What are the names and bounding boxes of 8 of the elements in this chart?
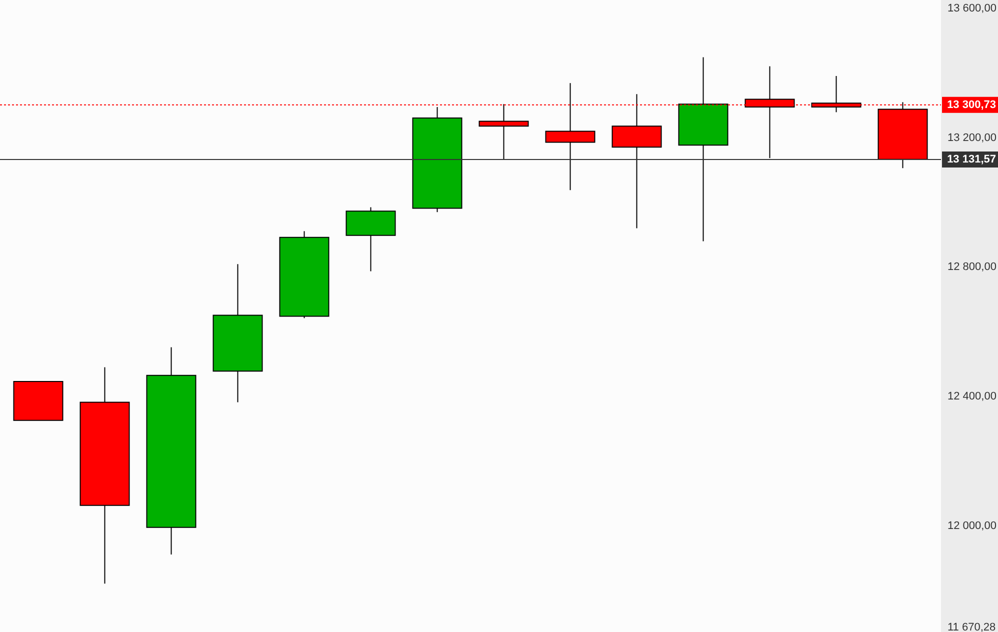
y-tick-label: 13 200,00	[948, 132, 996, 144]
y-tick-label: 11 670,28	[948, 622, 996, 632]
y-tick-label: 13 600,00	[948, 2, 996, 15]
y-tick-label: 12 800,00	[948, 261, 996, 274]
y-tick-label: 12 400,00	[948, 390, 996, 403]
y-tick-label: 12 000,00	[948, 520, 996, 532]
ref-line-label: 13 300,73	[947, 98, 996, 111]
ref-line-label: 13 131,57	[947, 154, 996, 166]
